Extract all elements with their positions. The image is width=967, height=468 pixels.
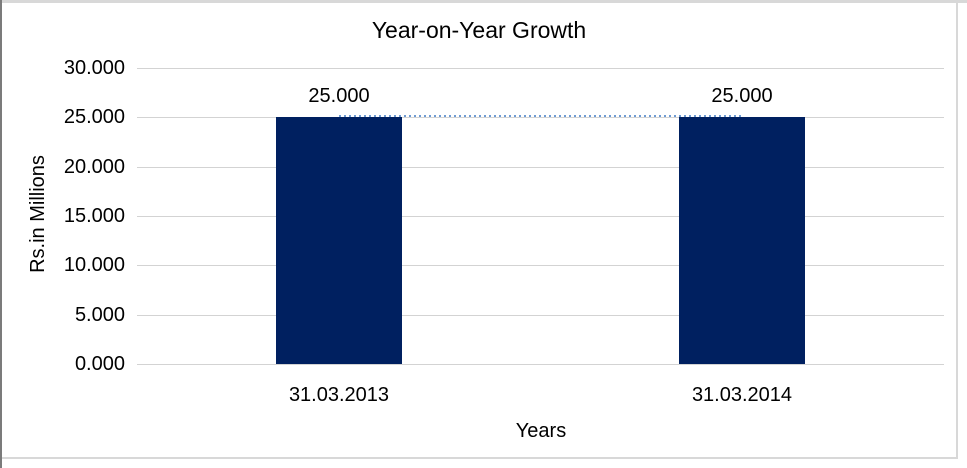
y-axis-tick-label: 25.000 xyxy=(63,106,125,128)
chart-title: Year-on-Year Growth xyxy=(371,17,587,43)
y-axis-tick-label: 5.000 xyxy=(74,304,125,326)
frame-right-border xyxy=(956,3,958,459)
gridline xyxy=(137,117,944,118)
gridline xyxy=(137,265,944,266)
gridline xyxy=(137,364,944,365)
frame-bottom-border xyxy=(2,457,956,459)
frame-left-border xyxy=(0,0,2,468)
gridline xyxy=(137,315,944,316)
x-axis-title: Years xyxy=(515,420,567,442)
y-axis-tick-label: 30.000 xyxy=(63,57,125,79)
y-axis-tick-label: 0.000 xyxy=(74,353,125,375)
gridline xyxy=(137,167,944,168)
y-axis-tick-label: 15.000 xyxy=(63,205,125,227)
gridline xyxy=(137,216,944,217)
bar-data-label: 25.000 xyxy=(308,85,370,107)
dotted-trend-line xyxy=(339,115,743,117)
x-axis-category-label: 31.03.2013 xyxy=(288,384,390,406)
bar-data-label: 25.000 xyxy=(711,85,773,107)
gridline xyxy=(137,68,944,69)
x-axis-category-label: 31.03.2014 xyxy=(691,384,793,406)
y-axis-tick-label: 10.000 xyxy=(63,254,125,276)
bar[interactable] xyxy=(276,117,402,364)
bar[interactable] xyxy=(679,117,805,364)
y-axis-tick-label: 20.000 xyxy=(63,156,125,178)
frame-top-border xyxy=(0,0,967,3)
